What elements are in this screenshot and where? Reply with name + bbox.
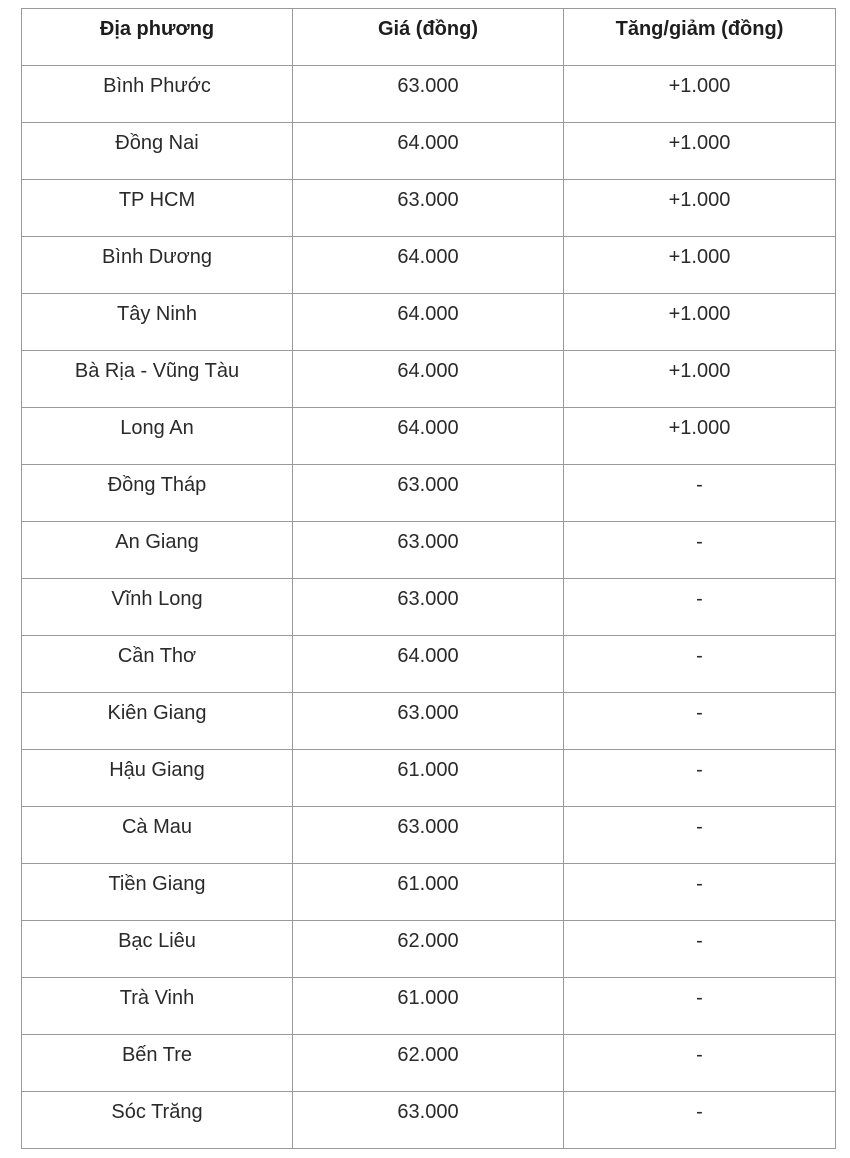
table-row: Sóc Trăng 63.000-: [21, 1091, 836, 1149]
cell-price: 61.000: [292, 977, 564, 1035]
table-row: Cần Thơ 64.000-: [21, 635, 836, 693]
cell-location: Sóc Trăng: [21, 1091, 293, 1149]
cell-price: 62.000: [292, 1034, 564, 1092]
cell-change: -: [563, 578, 836, 636]
cell-change: -: [563, 806, 836, 864]
cell-location: Cần Thơ: [21, 635, 293, 693]
cell-change: +1.000: [563, 122, 836, 180]
cell-location: TP HCM: [21, 179, 293, 237]
cell-price: 63.000: [292, 692, 564, 750]
cell-price: 64.000: [292, 293, 564, 351]
cell-price: 63.000: [292, 578, 564, 636]
cell-location: Bà Rịa - Vũng Tàu: [21, 350, 293, 408]
cell-location: Long An: [21, 407, 293, 465]
table-row: Kiên Giang 63.000-: [21, 692, 836, 750]
table-row: Cà Mau 63.000-: [21, 806, 836, 864]
cell-change: +1.000: [563, 407, 836, 465]
cell-location: Hậu Giang: [21, 749, 293, 807]
table-row: TP HCM 63.000 +1.000: [21, 179, 836, 237]
cell-change: -: [563, 635, 836, 693]
cell-change: +1.000: [563, 350, 836, 408]
cell-price: 64.000: [292, 122, 564, 180]
cell-change: -: [563, 920, 836, 978]
cell-price: 64.000: [292, 236, 564, 294]
table-row: Tiền Giang 61.000-: [21, 863, 836, 921]
cell-change: -: [563, 977, 836, 1035]
table-row: Đồng Nai 64.000 +1.000: [21, 122, 836, 180]
cell-price: 63.000: [292, 65, 564, 123]
header-location: Địa phương: [21, 8, 293, 66]
cell-change: +1.000: [563, 65, 836, 123]
cell-price: 63.000: [292, 1091, 564, 1149]
table-row: Hậu Giang 61.000-: [21, 749, 836, 807]
cell-change: -: [563, 1091, 836, 1149]
cell-change: +1.000: [563, 293, 836, 351]
table-row: Đồng Tháp 63.000-: [21, 464, 836, 522]
cell-location: Bạc Liêu: [21, 920, 293, 978]
cell-price: 63.000: [292, 179, 564, 237]
cell-change: -: [563, 863, 836, 921]
cell-location: Tây Ninh: [21, 293, 293, 351]
table-row: Bình Dương 64.000 +1.000: [21, 236, 836, 294]
table-row: Bình Phước 63.000 +1.000: [21, 65, 836, 123]
cell-change: +1.000: [563, 236, 836, 294]
cell-location: Cà Mau: [21, 806, 293, 864]
cell-price: 63.000: [292, 806, 564, 864]
cell-price: 62.000: [292, 920, 564, 978]
price-table: Địa phương Giá (đồng) Tăng/giảm (đồng) B…: [21, 8, 836, 1149]
cell-location: Đồng Nai: [21, 122, 293, 180]
cell-price: 61.000: [292, 863, 564, 921]
table-row: An Giang 63.000-: [21, 521, 836, 579]
table-row: Bà Rịa - Vũng Tàu 64.000 +1.000: [21, 350, 836, 408]
cell-location: Trà Vinh: [21, 977, 293, 1035]
table-row: Bạc Liêu 62.000-: [21, 920, 836, 978]
cell-location: Kiên Giang: [21, 692, 293, 750]
cell-price: 63.000: [292, 464, 564, 522]
header-price: Giá (đồng): [292, 8, 564, 66]
cell-change: -: [563, 464, 836, 522]
cell-location: Bình Dương: [21, 236, 293, 294]
cell-price: 64.000: [292, 635, 564, 693]
table-row: Bến Tre 62.000-: [21, 1034, 836, 1092]
cell-price: 61.000: [292, 749, 564, 807]
cell-change: -: [563, 1034, 836, 1092]
cell-location: Vĩnh Long: [21, 578, 293, 636]
header-change: Tăng/giảm (đồng): [563, 8, 836, 66]
cell-change: -: [563, 692, 836, 750]
cell-change: -: [563, 749, 836, 807]
table-body: Bình Phước 63.000 +1.000 Đồng Nai 64.000 +1.0…: [21, 65, 836, 1149]
cell-location: Bến Tre: [21, 1034, 293, 1092]
cell-price: 63.000: [292, 521, 564, 579]
table-row: Vĩnh Long 63.000-: [21, 578, 836, 636]
table-row: Long An 64.000 +1.000: [21, 407, 836, 465]
cell-location: Bình Phước: [21, 65, 293, 123]
cell-price: 64.000: [292, 407, 564, 465]
cell-location: Đồng Tháp: [21, 464, 293, 522]
cell-price: 64.000: [292, 350, 564, 408]
cell-location: Tiền Giang: [21, 863, 293, 921]
table-row: Tây Ninh 64.000 +1.000: [21, 293, 836, 351]
table-header-row: Địa phương Giá (đồng) Tăng/giảm (đồng): [21, 8, 836, 66]
cell-change: +1.000: [563, 179, 836, 237]
table-row: Trà Vinh 61.000-: [21, 977, 836, 1035]
cell-location: An Giang: [21, 521, 293, 579]
cell-change: -: [563, 521, 836, 579]
